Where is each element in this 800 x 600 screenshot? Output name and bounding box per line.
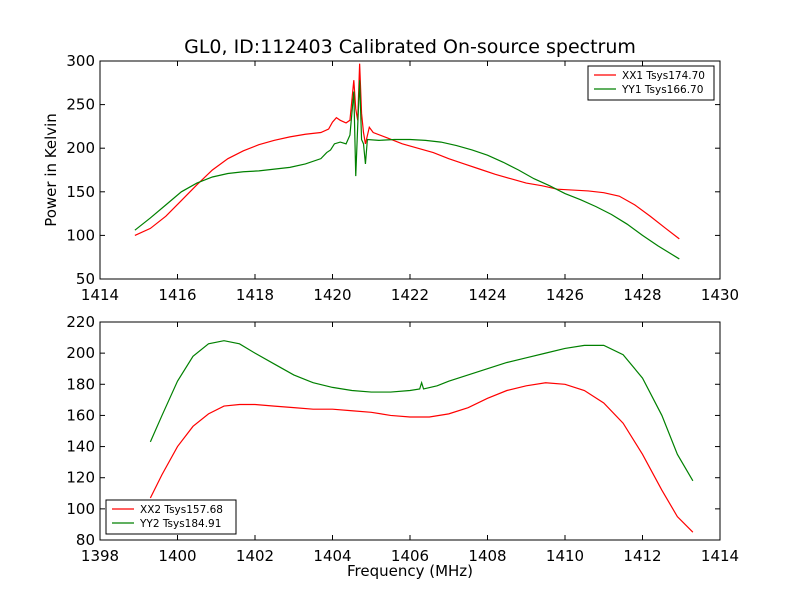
x-tick-label: 1410 [546,547,584,565]
legend-box [587,65,715,101]
y-tick-label: 50 [76,270,95,288]
y-tick-label: 200 [66,139,95,157]
chart-title: GL0, ID:112403 Calibrated On-source spec… [184,36,636,58]
x-tick-label: 1424 [468,286,506,304]
x-tick-label: 1406 [391,547,429,565]
x-tick-label: 1402 [236,547,274,565]
x-tick-label: 1414 [701,547,739,565]
x-tick-label: 1408 [468,547,506,565]
y-axis-label-top: Power in Kelvin [42,113,60,227]
y-tick-label: 220 [66,313,95,331]
y-tick-label: 180 [66,375,95,393]
x-tick-label: 1420 [313,286,351,304]
y-tick-label: 100 [66,226,95,244]
x-tick-label: 1412 [623,547,661,565]
y-tick-label: 250 [66,96,95,114]
x-tick-label: 1430 [701,286,739,304]
x-tick-label: 1426 [546,286,584,304]
x-tick-label: 1418 [236,286,274,304]
legend-label: YY1 Tsys166.70 [621,84,703,96]
y-tick-label: 80 [76,531,95,549]
bottom-subplot: 1398 1400 1402 1404 1406 1408 1410 1412 1414 80 10… [66,313,739,565]
x-tick-label: 1416 [158,286,196,304]
series-line-2 [149,340,694,482]
y-tick-label: 160 [66,406,95,424]
y-tick-label: 140 [66,438,95,456]
y-tick-label: 120 [66,469,95,487]
legend-label: YY2 Tsys184.91 [139,518,221,530]
x-axis-label-bottom: Frequency (MHz) [347,562,473,580]
legend: XX1 Tsys174.70 YY1 Tsys166.70 [587,65,715,101]
y-tick-label: 100 [66,500,95,518]
series-line-2 [134,80,680,260]
y-tick-label: 150 [66,183,95,201]
series-line-1 [134,63,680,240]
legend: XX2 Tsys157.68 YY2 Tsys184.91 [105,499,237,535]
legend-box [105,499,237,535]
x-tick-label: 1428 [623,286,661,304]
x-tick-label: 1404 [313,547,351,565]
legend-label: XX1 Tsys174.70 [622,70,705,82]
top-subplot: 1414 1416 1418 1420 1422 1424 1426 1428 1430 50 10… [66,52,739,304]
x-tick-label: 1398 [81,547,119,565]
series-line-1 [149,382,694,533]
x-tick-label: 1422 [391,286,429,304]
y-tick-label: 200 [66,344,95,362]
legend-label: XX2 Tsys157.68 [140,504,223,516]
x-tick-label: 1414 [81,286,119,304]
x-tick-label: 1400 [158,547,196,565]
y-tick-label: 300 [66,52,95,70]
